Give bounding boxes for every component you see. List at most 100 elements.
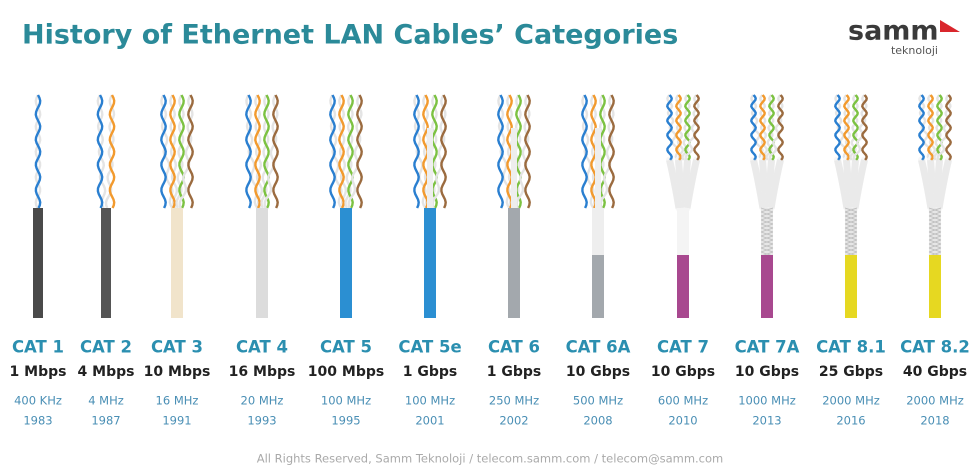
jacket-top <box>845 208 857 256</box>
wire <box>918 94 925 161</box>
speed: 1 Gbps <box>403 364 457 380</box>
wire <box>329 94 336 209</box>
wire <box>440 94 447 209</box>
frequency: 2000 MHz <box>906 394 964 408</box>
wire-white <box>852 94 868 161</box>
jacket-top <box>929 208 941 256</box>
speed: 10 Mbps <box>144 364 211 380</box>
speed: 10 Gbps <box>735 364 799 380</box>
speed: 10 Gbps <box>566 364 630 380</box>
braid <box>928 211 942 217</box>
braid <box>928 235 942 241</box>
braid <box>760 235 774 241</box>
jacket-top <box>677 208 689 256</box>
wire <box>338 94 345 209</box>
frequency: 2000 MHz <box>822 394 880 408</box>
wire-white <box>581 94 595 209</box>
wire <box>96 94 104 209</box>
wire-white <box>684 94 700 161</box>
wire <box>356 94 363 209</box>
year: 1983 <box>23 414 52 428</box>
braid <box>844 243 858 249</box>
wire <box>524 94 531 209</box>
wire <box>272 94 279 209</box>
frequency: 16 MHz <box>156 394 199 408</box>
speed: 10 Gbps <box>651 364 715 380</box>
year: 2001 <box>415 414 444 428</box>
jacket <box>171 208 183 318</box>
wire <box>666 94 673 161</box>
wire <box>254 94 261 209</box>
wire-white <box>34 94 42 209</box>
wire-white <box>175 94 185 209</box>
wire <box>178 94 185 209</box>
cable: CAT 6A 10 Gbps 500 MHz 2008 <box>566 94 631 428</box>
footer: All Rights Reserved, Samm Teknoloji / te… <box>257 452 724 466</box>
cable: CAT 7A 10 Gbps 1000 MHz 2013 <box>735 94 800 428</box>
frequency: 250 MHz <box>489 394 539 408</box>
wire <box>693 94 700 161</box>
wire <box>160 94 167 209</box>
cable: CAT 2 4 Mbps 4 MHz 1987 <box>78 94 135 428</box>
frequency: 400 KHz <box>14 394 62 408</box>
cable: CAT 1 1 Mbps 400 KHz 1983 <box>10 94 67 428</box>
braid <box>760 227 774 233</box>
title: History of Ethernet LAN Cables’ Categori… <box>22 20 678 51</box>
wire <box>187 94 194 209</box>
braid <box>760 231 774 237</box>
wire-white <box>759 94 769 161</box>
pair-shield-edge <box>767 159 784 209</box>
jacket-top <box>592 208 604 256</box>
year: 2013 <box>752 414 781 428</box>
braid <box>928 247 942 253</box>
category: CAT 8.2 <box>900 338 970 357</box>
pair-shield-edge <box>927 159 938 209</box>
frequency: 4 MHz <box>88 394 124 408</box>
wire-white <box>843 94 853 161</box>
braid <box>760 223 774 229</box>
jacket-top <box>761 208 773 256</box>
wire-white <box>750 94 764 161</box>
wire-white <box>254 94 264 209</box>
year: 2018 <box>920 414 949 428</box>
wire-white <box>178 94 194 209</box>
category: CAT 2 <box>80 338 132 357</box>
year: 2008 <box>583 414 612 428</box>
wire <box>750 94 757 161</box>
year: 1993 <box>247 414 276 428</box>
braid <box>844 219 858 225</box>
wire <box>684 94 691 161</box>
braid <box>760 239 774 245</box>
pair-shield-edge <box>675 159 686 209</box>
category: CAT 7 <box>657 338 709 357</box>
braid <box>928 219 942 225</box>
jacket <box>33 208 43 318</box>
wire <box>861 94 868 161</box>
pair-shield-edge <box>759 159 770 209</box>
wire <box>852 94 859 161</box>
speed: 1 Mbps <box>10 364 67 380</box>
braid <box>844 235 858 241</box>
year: 1991 <box>162 414 191 428</box>
braid <box>844 223 858 229</box>
wire <box>759 94 766 161</box>
year: 2002 <box>499 414 528 428</box>
wire <box>768 94 775 161</box>
cable: CAT 5 100 Mbps 100 MHz 1995 <box>308 94 384 428</box>
category: CAT 8.1 <box>816 338 886 357</box>
wire <box>945 94 952 161</box>
braid <box>928 243 942 249</box>
speed: 4 Mbps <box>78 364 135 380</box>
frequency: 20 MHz <box>241 394 284 408</box>
wire-white <box>849 94 859 161</box>
frequency: 100 MHz <box>405 394 455 408</box>
wire-white <box>245 94 259 209</box>
category: CAT 5e <box>398 338 461 357</box>
wire <box>169 94 176 209</box>
year: 2010 <box>668 414 697 428</box>
braid <box>844 215 858 221</box>
braid <box>928 215 942 221</box>
category: CAT 7A <box>735 338 800 357</box>
speed: 1 Gbps <box>487 364 541 380</box>
